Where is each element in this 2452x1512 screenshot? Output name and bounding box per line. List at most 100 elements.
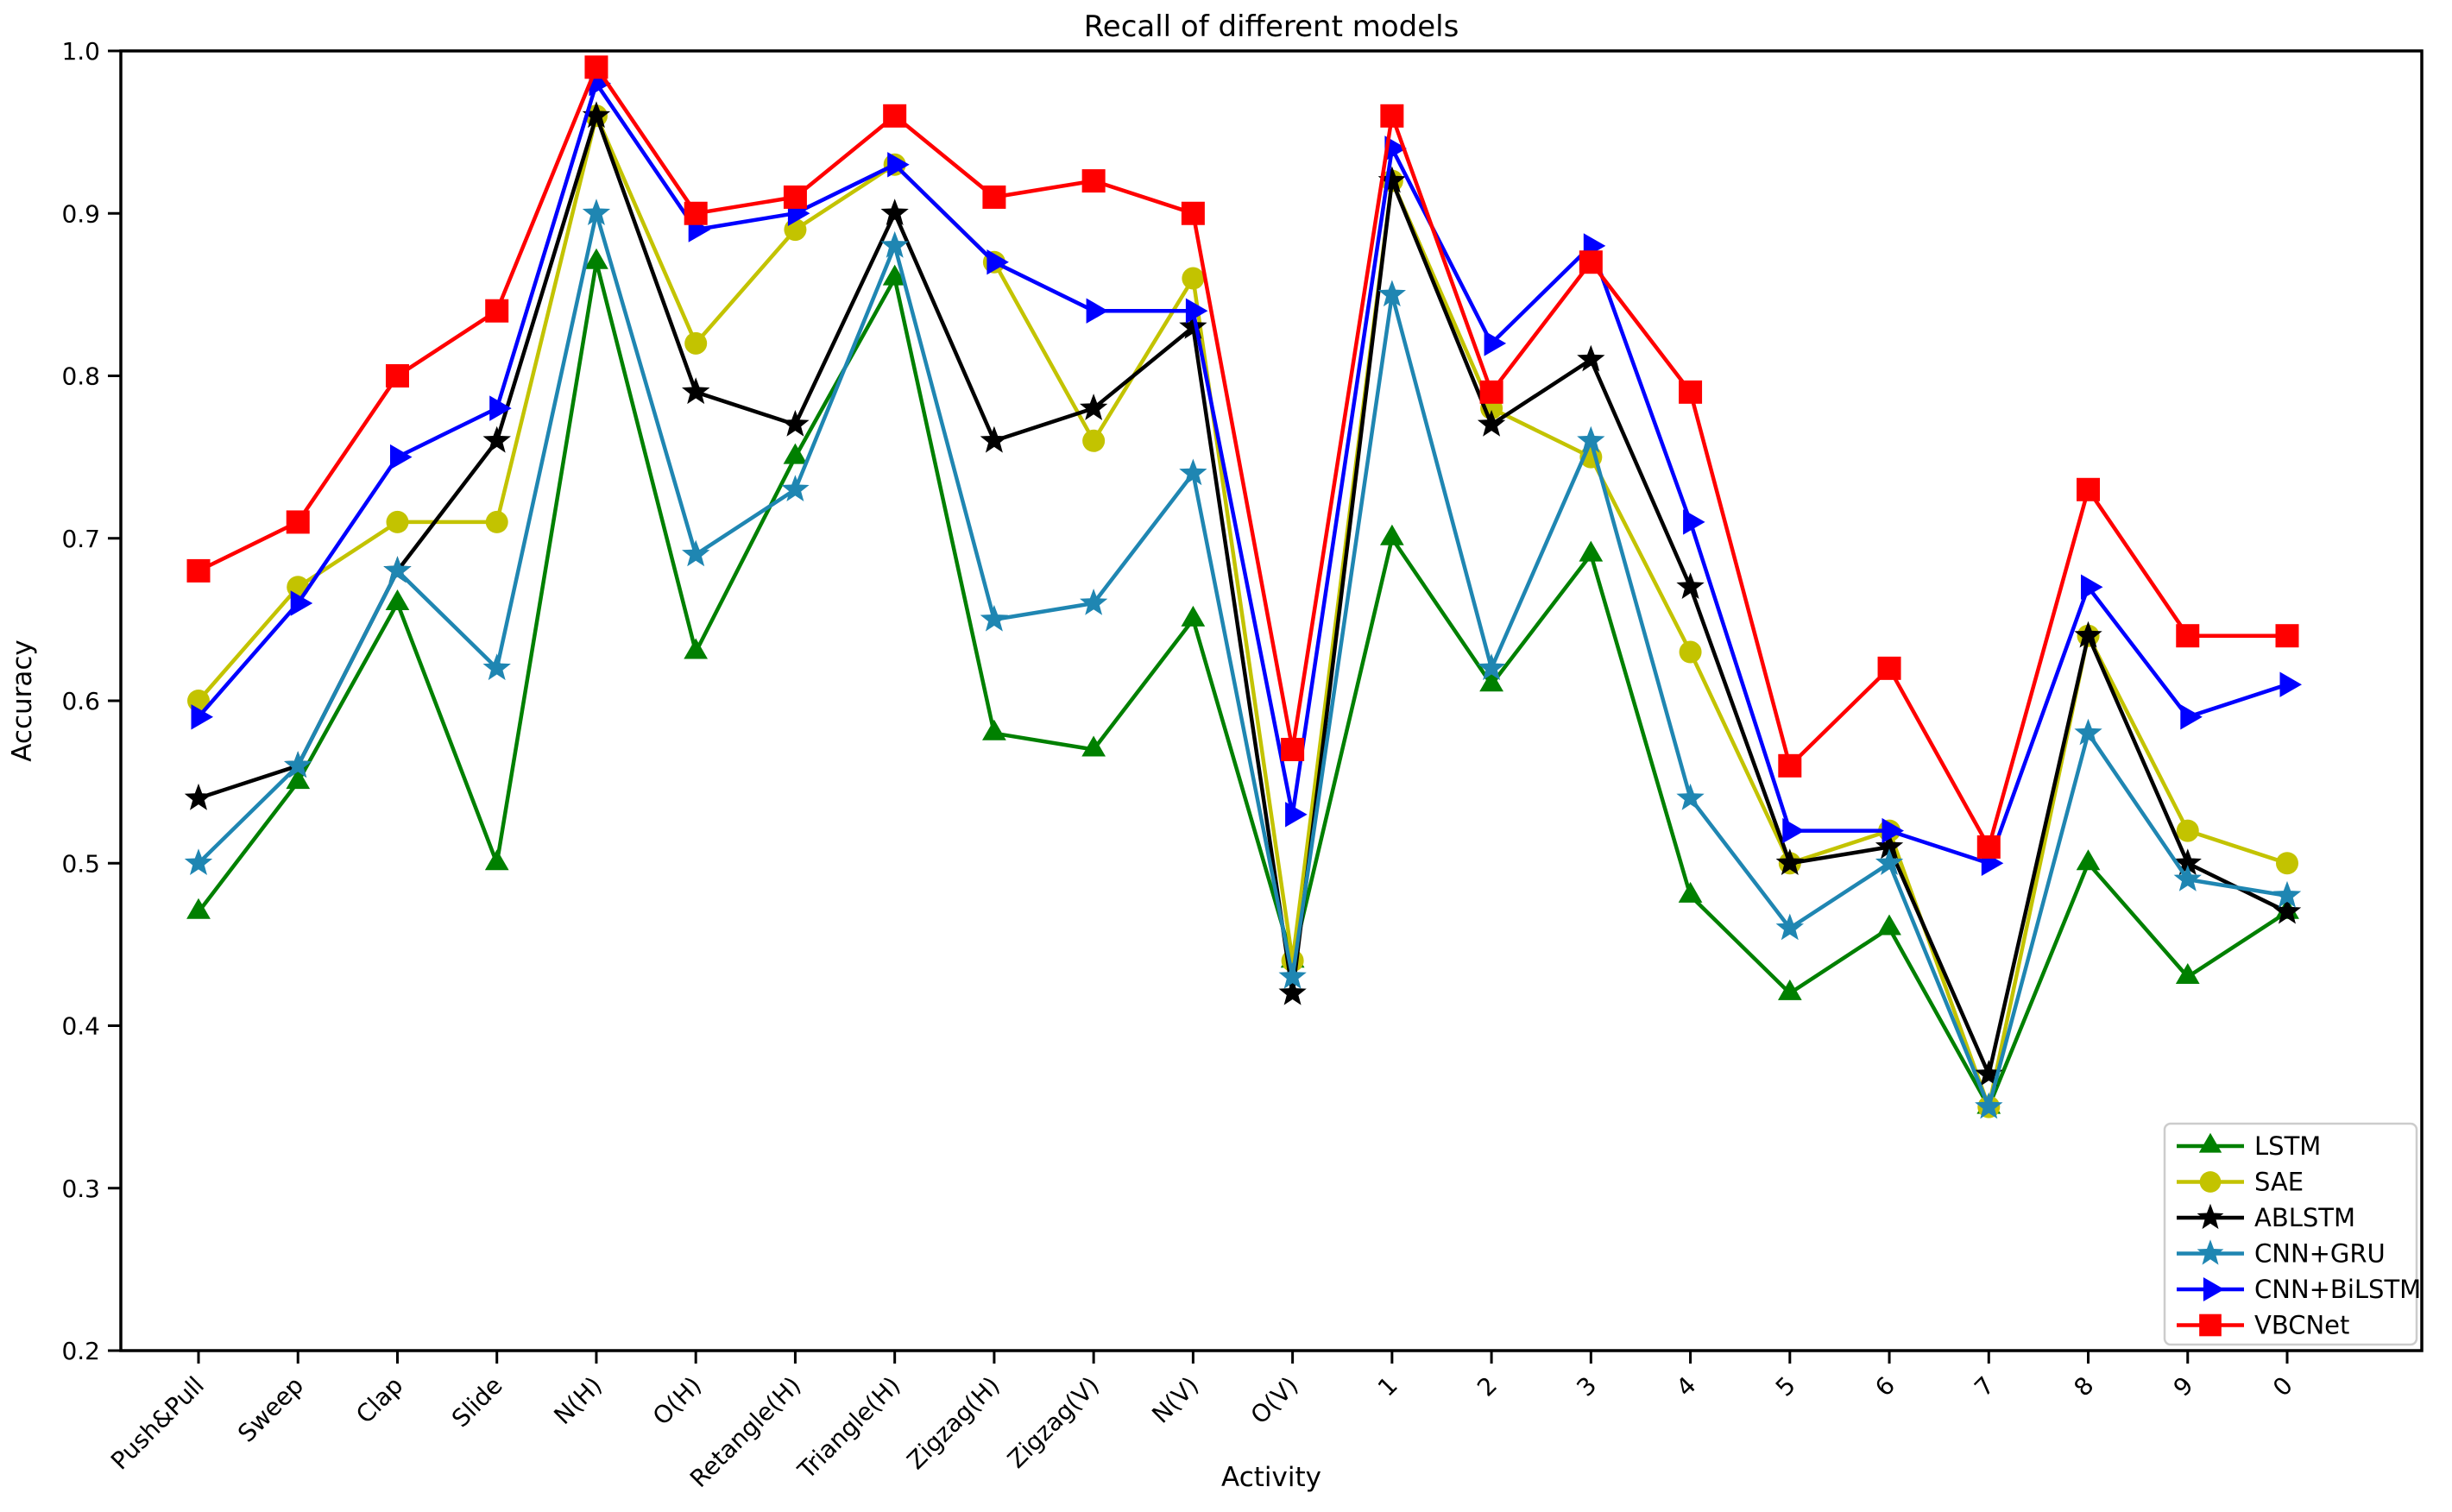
marker xyxy=(1281,737,1305,761)
x-tick-label: 7 xyxy=(1969,1371,2000,1402)
marker xyxy=(584,248,608,269)
marker xyxy=(1179,312,1207,339)
marker xyxy=(1882,817,1904,844)
marker xyxy=(2199,1171,2222,1193)
marker xyxy=(1775,913,1804,941)
marker xyxy=(781,475,810,501)
marker xyxy=(286,510,310,534)
marker xyxy=(1477,653,1506,681)
marker xyxy=(482,653,511,681)
marker xyxy=(385,589,410,610)
marker xyxy=(2077,477,2101,501)
marker xyxy=(783,443,808,464)
series-lstm xyxy=(186,248,2299,1114)
marker xyxy=(2076,849,2101,871)
marker xyxy=(1377,166,1406,193)
marker xyxy=(489,395,512,421)
marker xyxy=(2176,819,2199,842)
marker xyxy=(883,104,907,128)
marker xyxy=(482,425,511,453)
marker xyxy=(1080,394,1108,420)
marker xyxy=(1278,962,1307,989)
x-tick-label: Push&Pull xyxy=(105,1371,210,1476)
x-axis: Push&Pull Sweep Clap Slide N(H) O(H)Retangle(… xyxy=(105,1351,2298,1493)
marker xyxy=(2180,704,2203,730)
series-line xyxy=(196,211,2290,1109)
marker xyxy=(1875,848,1904,875)
marker xyxy=(1081,735,1106,757)
x-tick-label: 3 xyxy=(1571,1371,1602,1402)
marker xyxy=(284,751,312,778)
marker xyxy=(484,849,509,871)
marker xyxy=(986,249,1009,275)
series-vbcnet xyxy=(186,55,2299,859)
marker xyxy=(390,444,413,470)
x-tick-label: Sweep xyxy=(232,1371,309,1448)
marker xyxy=(1384,135,1407,161)
marker xyxy=(1683,509,1705,535)
marker xyxy=(1577,425,1605,453)
marker xyxy=(1479,671,1503,692)
marker xyxy=(1975,1092,2003,1119)
x-tick-label: Triangle(H) xyxy=(791,1371,905,1485)
marker xyxy=(982,719,1006,740)
marker xyxy=(880,198,909,225)
marker xyxy=(2176,624,2200,648)
marker xyxy=(1678,881,1703,903)
y-tick-label: 0.7 xyxy=(61,525,100,553)
marker xyxy=(1975,1060,2003,1087)
marker xyxy=(1377,280,1406,307)
marker xyxy=(1181,201,1205,225)
marker xyxy=(684,201,708,225)
marker xyxy=(1081,169,1106,193)
legend: LSTM SAE ABLSTM CNN+GRU CNN+BiLSTM VBCNet xyxy=(2163,1122,2421,1346)
legend-label: CNN+BiLSTM xyxy=(2254,1275,2421,1304)
y-tick-label: 0.9 xyxy=(61,199,100,228)
marker xyxy=(1477,410,1506,437)
marker xyxy=(1679,640,1702,664)
marker xyxy=(1579,540,1604,562)
marker xyxy=(290,590,313,616)
marker xyxy=(1778,753,1802,778)
marker xyxy=(1679,380,1703,404)
x-tick-label: Clap xyxy=(350,1371,408,1429)
legend-entry-ablstm: ABLSTM xyxy=(2177,1203,2355,1232)
y-tick-label: 0.2 xyxy=(61,1337,100,1365)
marker xyxy=(1875,832,1904,860)
legend-label: CNN+GRU xyxy=(2254,1239,2386,1269)
marker xyxy=(2173,865,2202,891)
marker xyxy=(1380,104,1404,128)
marker xyxy=(783,185,807,209)
marker xyxy=(1380,524,1404,545)
marker xyxy=(2279,671,2302,697)
marker xyxy=(682,377,710,405)
legend-entry-cnn-bilstm: CNN+BiLSTM xyxy=(2177,1275,2421,1304)
chart-title: Recall of different models xyxy=(1084,9,1459,44)
legend-label: SAE xyxy=(2254,1168,2304,1197)
y-tick-label: 0.4 xyxy=(61,1012,100,1041)
x-tick-label: 6 xyxy=(1869,1371,1900,1402)
marker xyxy=(286,768,311,790)
x-tick-label: 4 xyxy=(1671,1371,1702,1402)
legend-entry-sae: SAE xyxy=(2177,1168,2304,1197)
marker xyxy=(1082,429,1106,452)
y-tick-label: 0.3 xyxy=(61,1175,100,1203)
series-ablstm xyxy=(184,101,2302,1087)
marker xyxy=(2272,880,2302,908)
x-tick-label: N(V) xyxy=(1146,1371,1204,1429)
marker xyxy=(2197,1203,2224,1230)
marker xyxy=(1676,572,1705,599)
marker xyxy=(1778,979,1802,1000)
marker xyxy=(2197,1239,2224,1265)
x-tick-label: 1 xyxy=(1372,1371,1403,1402)
marker xyxy=(1877,914,1901,936)
marker xyxy=(1976,835,2001,859)
legend-label: VBCNet xyxy=(2254,1311,2349,1340)
legend-entry-lstm: LSTM xyxy=(2177,1131,2321,1161)
marker xyxy=(184,848,213,875)
marker xyxy=(1577,344,1605,372)
x-tick-label: N(H) xyxy=(548,1371,607,1430)
x-tick-label: O(H) xyxy=(647,1371,707,1431)
marker xyxy=(386,510,409,533)
marker xyxy=(385,364,409,387)
